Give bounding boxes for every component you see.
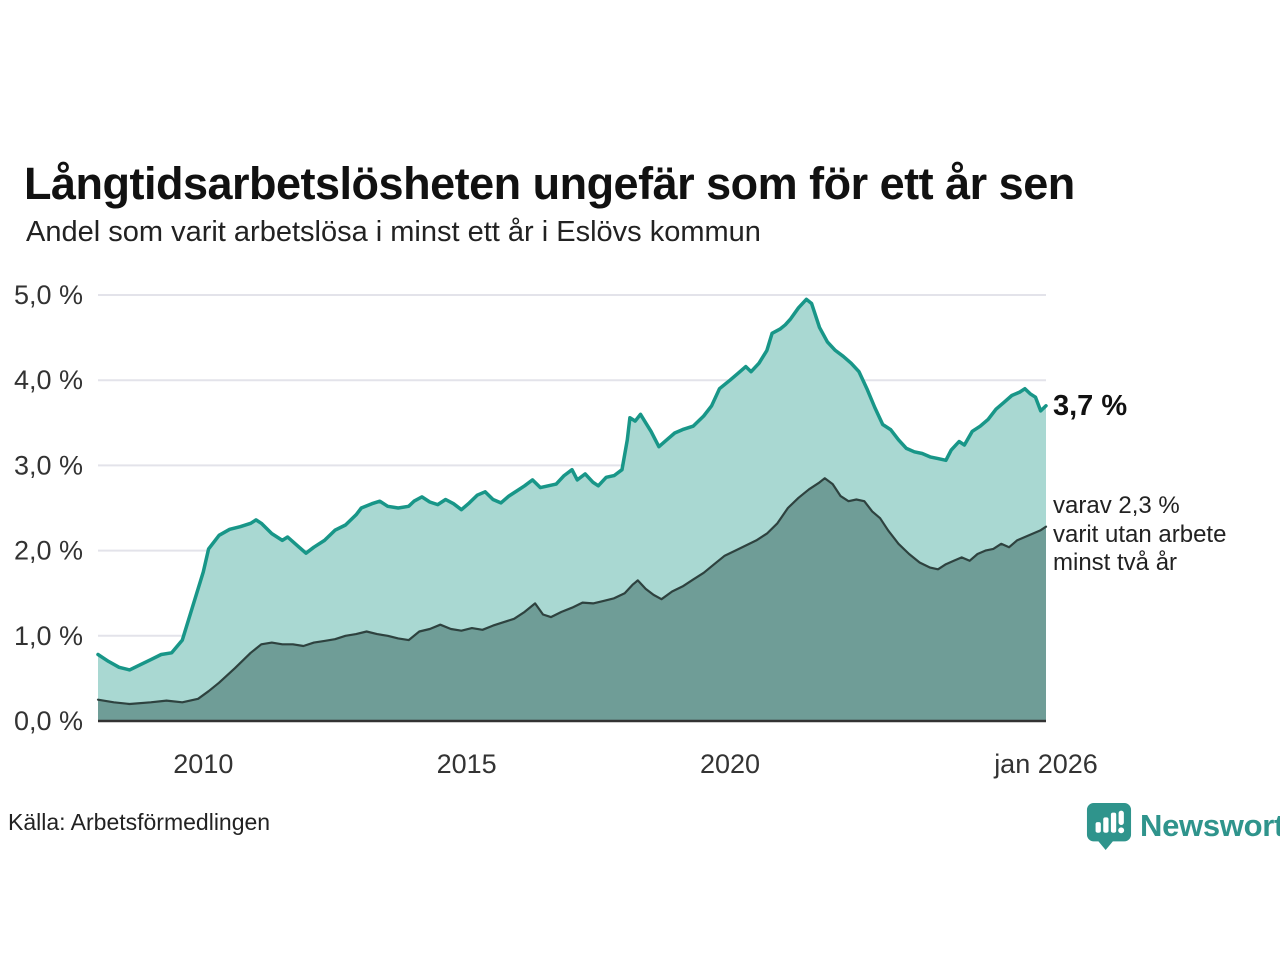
brand-wordmark: Newsworthy bbox=[1140, 808, 1280, 843]
x-tick-label: 2010 bbox=[173, 749, 233, 779]
bar-chart-speech-bubble-icon bbox=[1086, 801, 1132, 851]
page-title: Långtidsarbetslösheten ungefär som för e… bbox=[24, 158, 1075, 210]
y-tick-label: 3,0 % bbox=[14, 450, 83, 480]
y-tick-label: 1,0 % bbox=[14, 621, 83, 651]
secondary-series-note: varav 2,3 % varit utan arbete minst två … bbox=[1053, 492, 1227, 576]
y-tick-label: 2,0 % bbox=[14, 536, 83, 566]
source-credit: Källa: Arbetsförmedlingen bbox=[8, 809, 271, 835]
latest-value-label: 3,7 % bbox=[1053, 390, 1128, 422]
y-tick-label: 4,0 % bbox=[14, 365, 83, 395]
line-minst-ett-ar bbox=[96, 297, 1048, 672]
line-minst-tva-ar bbox=[96, 477, 1048, 706]
area-minst-tva-ar bbox=[98, 478, 1046, 721]
y-tick-label: 0,0 % bbox=[14, 706, 83, 736]
chart-subtitle: Andel som varit arbetslösa i minst ett å… bbox=[26, 216, 761, 248]
y-tick-label: 5,0 % bbox=[14, 280, 83, 310]
x-tick-label: 2020 bbox=[700, 749, 760, 779]
newsworthy-logo: Newsworthy bbox=[1086, 801, 1280, 851]
x-tick-label: 2015 bbox=[437, 749, 497, 779]
x-tick-label: jan 2026 bbox=[993, 749, 1098, 779]
